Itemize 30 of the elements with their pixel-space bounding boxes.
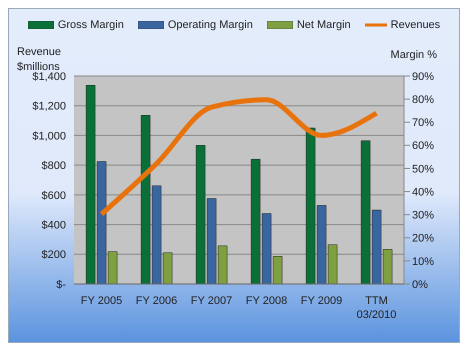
x-tick-label: FY 2007 (190, 295, 232, 307)
y2-tick-label: 70% (412, 117, 434, 130)
x-tick-label: FY 2006 (136, 295, 178, 307)
y2-tick-label: 0% (412, 278, 428, 291)
y-tick-label: $1,400 (32, 70, 66, 83)
y2-tick-label: 90% (412, 70, 434, 83)
x-tick-label: FY 2009 (300, 295, 342, 307)
y-tick-label: $400 (42, 219, 66, 232)
legend-label: Gross Margin (58, 19, 124, 31)
x-tick-label: FY 2005 (80, 295, 122, 307)
y-tick-label: $800 (42, 160, 66, 172)
y-axis-title: Revenue $millions (17, 45, 62, 73)
legend-label: Revenues (390, 19, 440, 31)
y2-tick-label: 20% (412, 232, 434, 245)
y-tick-label: $- (56, 278, 66, 291)
y-tick-label: $600 (42, 190, 66, 202)
legend-label: Operating Margin (168, 19, 253, 31)
y2-tick-label: 40% (412, 186, 434, 198)
y2-tick-label: 50% (412, 163, 434, 176)
y-tick-label: $200 (42, 249, 66, 262)
y2-tick-label: 30% (412, 210, 434, 222)
legend-label: Net Margin (296, 19, 351, 31)
y-tick-label: $1,000 (32, 130, 66, 142)
y2-axis-title: Margin % (390, 49, 437, 61)
y2-tick-label: 10% (412, 256, 434, 268)
x-tick-label: TTM 03/2010 (356, 295, 396, 321)
y-tick-label: $1,200 (32, 100, 66, 113)
y2-tick-label: 80% (412, 94, 434, 106)
y2-tick-label: 60% (412, 140, 434, 152)
x-tick-label: FY 2008 (246, 295, 288, 307)
